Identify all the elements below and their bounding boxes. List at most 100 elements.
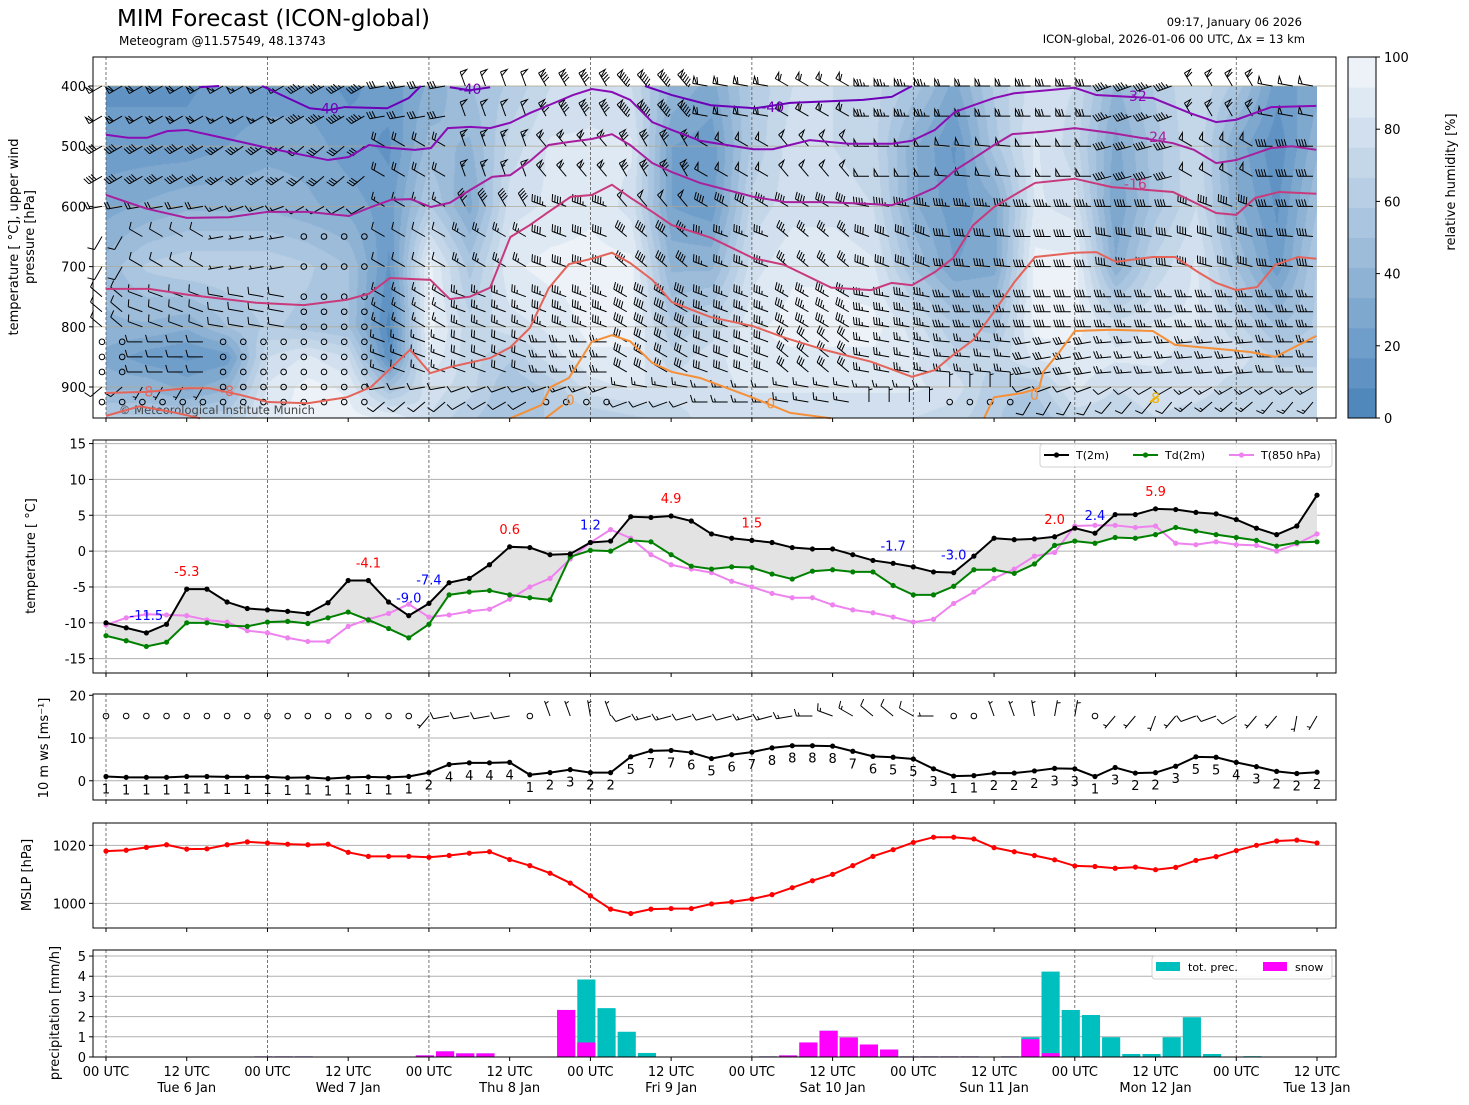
wind-barb [369, 329, 385, 343]
wind-barb [366, 110, 385, 120]
wind-barb [1173, 350, 1192, 359]
wind-barb [411, 297, 426, 313]
wind-barb [633, 357, 648, 373]
wind-barb [228, 235, 244, 240]
data-point [991, 535, 997, 541]
wind-barb [974, 107, 991, 117]
data-point [890, 754, 896, 760]
wind-barb [1012, 319, 1031, 328]
data-point [345, 774, 351, 780]
data-point [1213, 532, 1219, 538]
data-point [1011, 537, 1017, 543]
wind-barb [1076, 401, 1092, 416]
wind-barb [1194, 366, 1213, 374]
wind-barb [411, 312, 426, 328]
wind-barb [1234, 335, 1253, 344]
wind-barb [1234, 289, 1253, 298]
wind-barb [1094, 401, 1112, 414]
data-point [285, 618, 291, 624]
wind-barb [531, 224, 547, 237]
wind-barb [836, 220, 850, 237]
calm-wind-circle [219, 383, 227, 391]
data-point [527, 584, 533, 590]
wind-barb [1297, 74, 1314, 87]
wind-barb [110, 310, 123, 328]
data-point [607, 548, 614, 554]
data-point [204, 586, 210, 592]
data-point [507, 856, 513, 863]
wind-barb [386, 401, 406, 413]
wind-barb [989, 372, 994, 387]
wind-barb [459, 128, 469, 147]
y-tick-label: 700 [61, 261, 86, 276]
wind-barb [1074, 700, 1081, 717]
wind-barb [1012, 351, 1031, 360]
calm-wind-circle [219, 368, 227, 376]
data-point [163, 774, 170, 780]
wind-speed-label: 1 [102, 782, 110, 797]
wind-barb [189, 251, 204, 268]
wind-barb [793, 708, 813, 717]
calm-wind-circle [340, 368, 348, 376]
wind-barb [815, 282, 829, 298]
wind-barb [633, 327, 648, 343]
wind-barb [1178, 130, 1193, 147]
wind-barb [1177, 193, 1193, 207]
wind-barb [753, 359, 769, 373]
y-tick-label: 10 [69, 732, 86, 747]
colorbar-band [1348, 57, 1376, 88]
wind-speed-label: 1 [183, 782, 191, 797]
data-point [1132, 864, 1138, 870]
data-point [789, 885, 795, 891]
wind-barb [325, 113, 345, 125]
isotherm-line [198, 85, 220, 89]
data-point [204, 846, 210, 852]
wind-barb [1092, 82, 1112, 92]
wind-barb [479, 98, 489, 117]
wind-barb [818, 158, 829, 177]
wind-barb [598, 98, 610, 117]
data-point [103, 773, 109, 780]
calm-wind-circle [361, 263, 368, 270]
min-temp-label: -1.7 [880, 539, 905, 554]
wind-barb [1174, 401, 1193, 413]
wind-barb [873, 362, 890, 373]
wind-barb [1012, 199, 1031, 207]
colorbar-band [1348, 147, 1376, 178]
wind-barb [410, 329, 426, 343]
data-point [628, 537, 634, 543]
wind-barb [431, 161, 446, 177]
wind-barb [1053, 289, 1071, 298]
wind-barb [227, 286, 244, 298]
wind-barb [225, 115, 244, 125]
calm-wind-circle [102, 712, 110, 720]
issue-timestamp: 09:17, January 06 2026 [1166, 15, 1302, 29]
data-point [1314, 492, 1320, 498]
wind-speed-label: 1 [970, 782, 978, 797]
calm-wind-circle [1091, 712, 1099, 720]
data-point [123, 774, 129, 780]
data-point [870, 569, 876, 575]
wind-barb [568, 349, 587, 358]
data-point [910, 756, 916, 762]
wind-barb [204, 205, 224, 212]
wind-barb [953, 197, 970, 207]
wind-barb [411, 282, 426, 298]
wind-barb [753, 314, 769, 328]
data-point [163, 621, 170, 627]
wind-barb [591, 224, 607, 237]
max-temp-label: 0.6 [499, 523, 520, 538]
wind-barb [816, 355, 829, 373]
wind-barb [852, 316, 870, 328]
wind-barb [531, 254, 547, 268]
data-point [1253, 764, 1260, 770]
data-point [668, 905, 674, 912]
wind-barb [815, 100, 829, 117]
wind-barb [511, 299, 527, 313]
wind-barb [1133, 350, 1152, 359]
data-point [708, 531, 715, 537]
calm-wind-circle [340, 383, 348, 391]
data-point [628, 910, 634, 917]
wind-barb [798, 158, 809, 177]
